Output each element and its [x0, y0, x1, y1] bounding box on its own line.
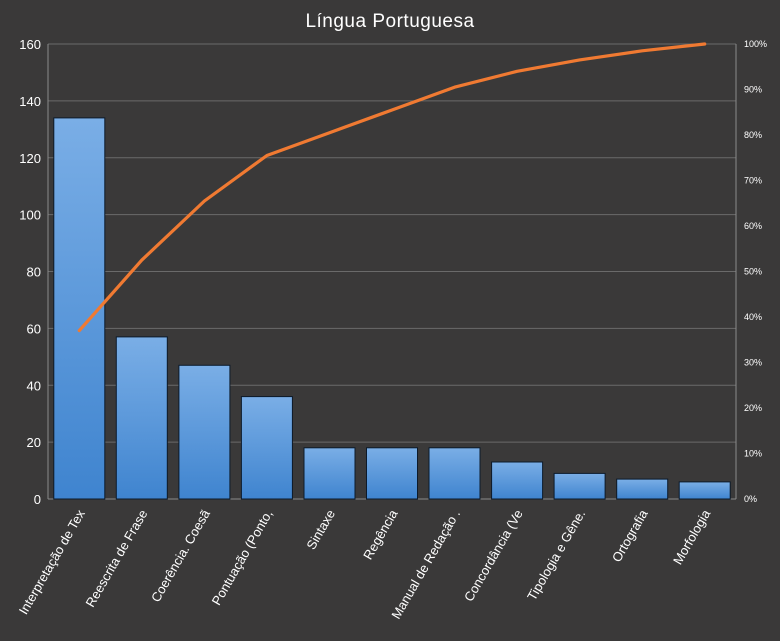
y-tick-label: 80 [27, 265, 41, 280]
y2-tick-label: 10% [744, 449, 762, 459]
y2-tick-label: 20% [744, 403, 762, 413]
bar [178, 364, 231, 500]
y-tick-label: 120 [19, 151, 41, 166]
bar [428, 447, 481, 500]
x-tick-label: Concordância (Ve [461, 507, 526, 604]
bar [240, 396, 293, 500]
x-tick-label: Reescrita de Frase [83, 507, 151, 610]
y2-tick-label: 60% [744, 221, 762, 231]
bar [303, 447, 356, 500]
x-tick-label: Sintaxe [303, 507, 338, 552]
bar [678, 481, 731, 500]
y2-tick-label: 40% [744, 312, 762, 322]
y2-tick-label: 70% [744, 176, 762, 186]
bar [553, 472, 606, 500]
y-tick-label: 0 [34, 492, 41, 507]
y2-tick-label: 50% [744, 267, 762, 277]
y-tick-label: 100 [19, 208, 41, 223]
x-tick-label: Morfologia [670, 506, 714, 567]
bar [115, 336, 168, 500]
y-tick-label: 40 [27, 378, 41, 393]
bar-series [53, 117, 731, 500]
y2-tick-label: 0% [744, 494, 757, 504]
bar [491, 461, 544, 500]
y-tick-label: 160 [19, 37, 41, 52]
y-tick-label: 60 [27, 321, 41, 336]
y-tick-label: 20 [27, 435, 41, 450]
cumulative-line [77, 42, 707, 333]
y2-tick-label: 100% [744, 39, 767, 49]
y2-tick-label: 30% [744, 358, 762, 368]
x-tick-label: Coerência. Coesã [148, 506, 213, 604]
x-tick-label: Manual de Redação . [388, 507, 463, 622]
x-tick-label: Pontuação (Ponto, [209, 507, 276, 608]
cumulative-line-series [77, 42, 707, 333]
y2-tick-label: 90% [744, 85, 762, 95]
x-tick-label: Ortografia [609, 506, 651, 564]
y2-tick-label: 80% [744, 130, 762, 140]
y-tick-label: 140 [19, 94, 41, 109]
bar [366, 447, 418, 500]
x-tick-label: Interpretação de Tex [16, 507, 88, 617]
bar [616, 478, 669, 500]
x-tick-label: Regência [360, 506, 401, 562]
bar [53, 117, 106, 500]
chart-title: Língua Portuguesa [305, 11, 474, 32]
x-tick-label: Tipologia e Gêne. [524, 507, 588, 603]
tick-labels: 0 20 40 60 80 100 120 140 160 0% 10% 20% 30% 40% 50% 60… [16, 37, 767, 622]
